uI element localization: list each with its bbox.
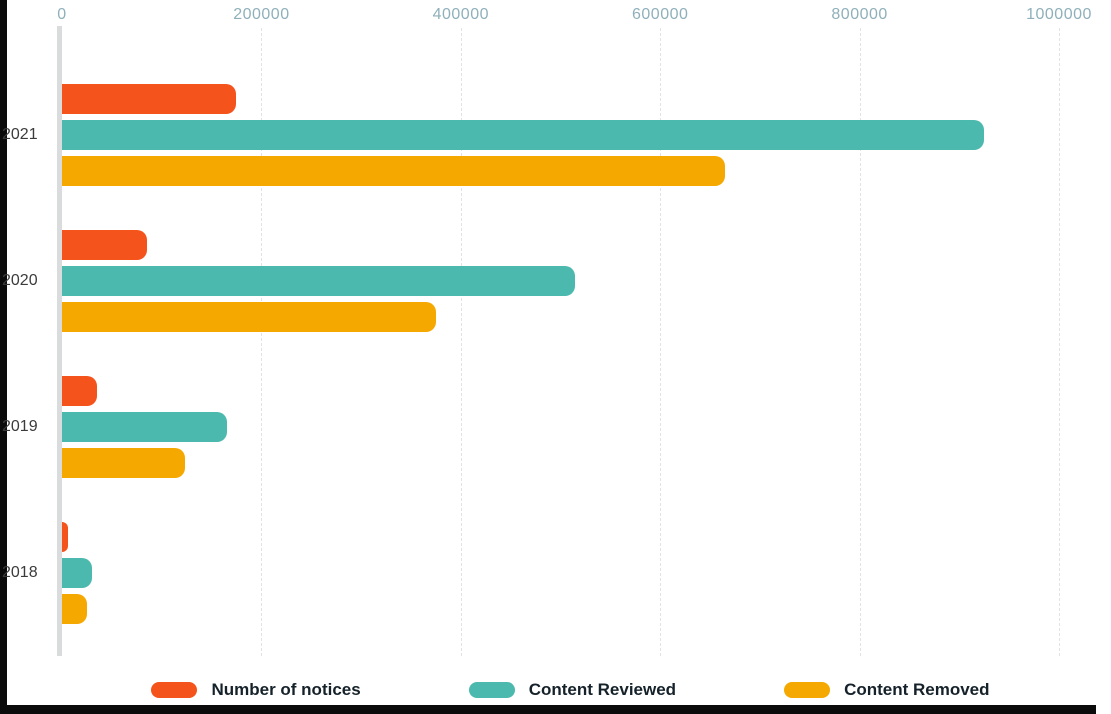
year-label: 2018 bbox=[2, 564, 38, 581]
legend-item: Content Reviewed bbox=[468, 680, 677, 700]
legend: Number of notices Content Reviewed Content… bbox=[0, 680, 1111, 700]
bar-group: 2018 bbox=[2, 522, 1059, 624]
legend-swatch-icon bbox=[151, 682, 198, 698]
bar bbox=[62, 230, 147, 260]
legend-label: Content Reviewed bbox=[528, 680, 677, 699]
legend-label: Content Removed bbox=[844, 680, 990, 699]
bar bbox=[62, 412, 227, 442]
year-label: 2019 bbox=[2, 418, 38, 435]
legend-swatch-icon bbox=[784, 682, 831, 698]
bar-group: 2020 bbox=[2, 230, 1059, 332]
bars bbox=[62, 230, 1059, 332]
x-tick-label: 0 bbox=[57, 6, 67, 23]
legend-swatch-icon bbox=[468, 682, 515, 698]
frame-left-edge bbox=[0, 0, 7, 714]
bar bbox=[62, 120, 985, 150]
legend-item: Content Removed bbox=[784, 680, 990, 700]
bar-group: 2021 bbox=[2, 84, 1059, 186]
legend-item: Number of notices bbox=[151, 680, 361, 700]
bar bbox=[62, 448, 185, 478]
x-axis: 0 200000 400000 600000 800000 1000000 bbox=[57, 6, 1091, 30]
legend-label: Number of notices bbox=[211, 680, 361, 699]
bar bbox=[62, 156, 725, 186]
bar bbox=[62, 522, 68, 552]
x-tick-label: 600000 bbox=[631, 6, 689, 23]
bar-group: 2019 bbox=[2, 376, 1059, 478]
y-axis-line bbox=[57, 26, 62, 656]
bars bbox=[62, 522, 1059, 624]
x-tick-label: 200000 bbox=[233, 6, 290, 23]
bar-groups: 2021 2020 2019 2018 bbox=[2, 84, 1059, 668]
x-tick-label: 800000 bbox=[831, 6, 888, 23]
frame-bottom-edge bbox=[0, 705, 1096, 714]
bar bbox=[62, 376, 97, 406]
bar bbox=[62, 266, 576, 296]
bar bbox=[62, 594, 87, 624]
x-tick-label: 1000000 bbox=[1026, 6, 1092, 23]
x-tick-label: 400000 bbox=[432, 6, 489, 23]
year-label: 2021 bbox=[2, 126, 38, 143]
bars bbox=[62, 376, 1059, 478]
bars bbox=[62, 84, 1059, 186]
gridline bbox=[1059, 28, 1060, 656]
bar bbox=[62, 558, 92, 588]
bar bbox=[62, 302, 436, 332]
bar bbox=[62, 84, 237, 114]
year-label: 2020 bbox=[2, 272, 38, 289]
